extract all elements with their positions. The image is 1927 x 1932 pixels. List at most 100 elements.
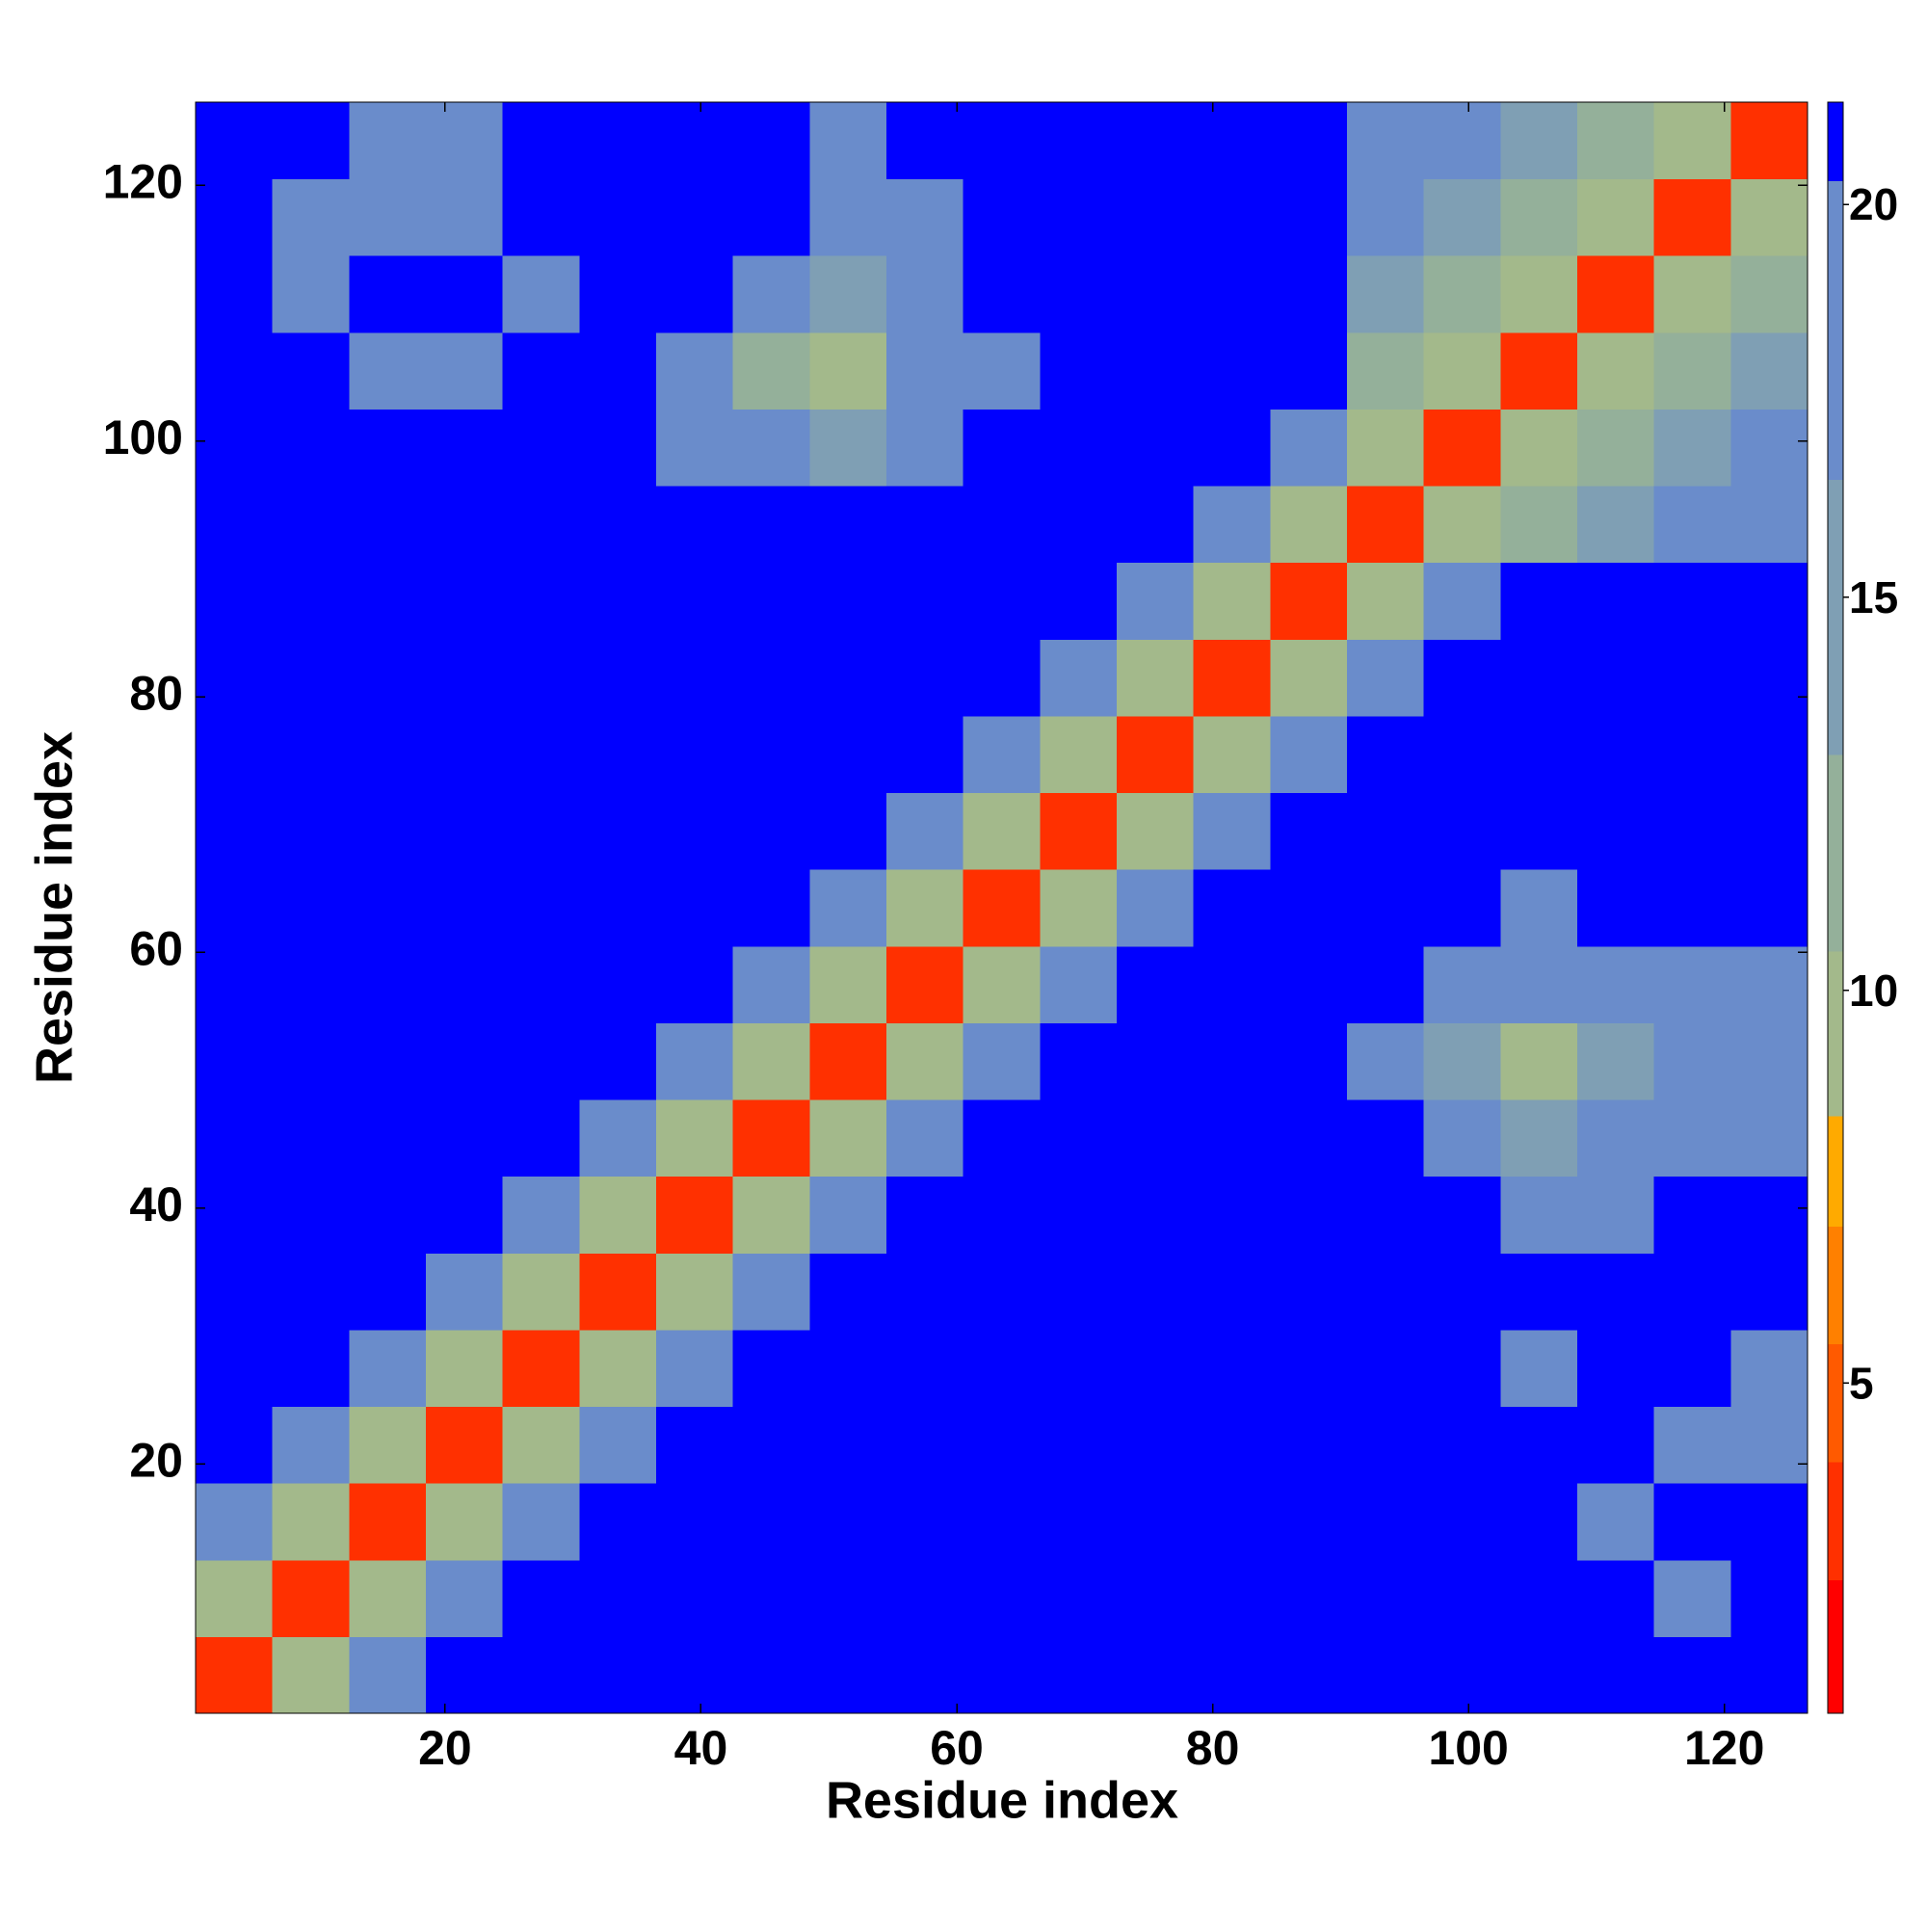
heat-cell — [886, 178, 964, 256]
heat-cell — [1653, 1329, 1731, 1408]
heat-cell — [502, 178, 580, 256]
x-tick-label: 40 — [674, 1721, 728, 1775]
heat-cell — [579, 102, 657, 180]
heat-cell — [579, 715, 657, 794]
heat-cell — [426, 331, 504, 410]
heat-cell — [656, 639, 734, 717]
heat-cell — [272, 255, 350, 333]
heat-cell — [1730, 562, 1808, 640]
heat-cell — [1347, 1253, 1425, 1331]
heat-cell — [196, 792, 274, 870]
heat-cell — [886, 1483, 964, 1561]
heat-cell — [1577, 869, 1655, 947]
heat-cell — [1117, 409, 1195, 487]
heat-cell — [579, 792, 657, 870]
heat-cell — [426, 715, 504, 794]
x-axis-label: Residue index — [826, 1771, 1178, 1829]
heat-cell — [886, 1176, 964, 1254]
heat-cell — [732, 1329, 810, 1408]
heat-cell — [656, 1329, 734, 1408]
x-tick-label: 120 — [1684, 1721, 1764, 1775]
heat-cell — [886, 409, 964, 487]
heat-cell — [886, 1253, 964, 1331]
heat-cell — [196, 1022, 274, 1100]
heat-cell — [502, 869, 580, 947]
heat-cell — [1730, 1022, 1808, 1100]
heat-cell — [1347, 1483, 1425, 1561]
heat-cell — [272, 1636, 350, 1714]
heat-cell — [1347, 792, 1425, 870]
heat-cell — [1040, 945, 1118, 1023]
heat-cell — [1040, 562, 1118, 640]
heat-cell — [502, 1636, 580, 1714]
heat-cell — [426, 178, 504, 256]
heat-cell — [963, 869, 1041, 947]
colorbar-band — [1828, 1226, 1843, 1345]
heat-cell — [196, 1099, 274, 1178]
heat-cell — [1577, 945, 1655, 1023]
heat-cell — [1730, 255, 1808, 333]
heat-cell — [349, 792, 427, 870]
heat-cell — [1577, 255, 1655, 333]
heat-cell — [1040, 255, 1118, 333]
heat-cell — [1423, 178, 1501, 256]
heat-cell — [1040, 1406, 1118, 1484]
heat-cell — [1500, 102, 1578, 180]
heat-cell — [579, 1329, 657, 1408]
heat-cell — [886, 715, 964, 794]
heat-cell — [502, 792, 580, 870]
heat-cell — [426, 1559, 504, 1637]
heat-cell — [809, 715, 887, 794]
heat-cell — [1423, 1559, 1501, 1637]
heat-cell — [349, 1099, 427, 1178]
heat-cell — [886, 945, 964, 1023]
heat-cell — [886, 562, 964, 640]
heat-cell — [963, 639, 1041, 717]
heat-cell — [732, 178, 810, 256]
heat-cell — [1040, 1559, 1118, 1637]
y-tick-label: 120 — [103, 154, 183, 208]
y-tick-label: 80 — [129, 666, 183, 720]
heat-cell — [272, 178, 350, 256]
heat-cell — [1577, 331, 1655, 410]
heat-cell — [349, 715, 427, 794]
heat-cell — [196, 178, 274, 256]
colorbar-band — [1828, 1343, 1843, 1463]
heat-cell — [579, 869, 657, 947]
heat-cell — [196, 715, 274, 794]
heat-cell — [1270, 792, 1348, 870]
heat-cell — [1500, 715, 1578, 794]
heat-cell — [1577, 1329, 1655, 1408]
heat-cell — [579, 1176, 657, 1254]
heat-cell — [1730, 945, 1808, 1023]
heat-cell — [502, 409, 580, 487]
heat-cell — [1500, 1329, 1578, 1408]
heat-cell — [732, 1559, 810, 1637]
heat-cell — [1117, 1022, 1195, 1100]
heat-cell — [272, 409, 350, 487]
heat-cell — [1730, 1559, 1808, 1637]
heat-cell — [963, 102, 1041, 180]
heat-cell — [1423, 1253, 1501, 1331]
heat-cell — [1040, 869, 1118, 947]
heat-cell — [732, 715, 810, 794]
colorbar-frame — [1827, 101, 1844, 1714]
heat-cell — [502, 1559, 580, 1637]
x-tick-label: 80 — [1186, 1721, 1240, 1775]
heat-cell — [426, 869, 504, 947]
heat-cell — [426, 792, 504, 870]
heat-cell — [196, 869, 274, 947]
heat-cell — [1653, 486, 1731, 564]
y-tick-label: 60 — [129, 922, 183, 976]
heat-cell — [1577, 792, 1655, 870]
heat-cell — [1653, 1483, 1731, 1561]
colorbar-band — [1828, 754, 1843, 952]
heat-cell — [272, 1099, 350, 1178]
heat-cell — [272, 945, 350, 1023]
heat-cell — [963, 1022, 1041, 1100]
heat-cell — [1500, 486, 1578, 564]
heat-cell — [426, 1022, 504, 1100]
heat-cell — [196, 1559, 274, 1637]
heat-cell — [1653, 792, 1731, 870]
